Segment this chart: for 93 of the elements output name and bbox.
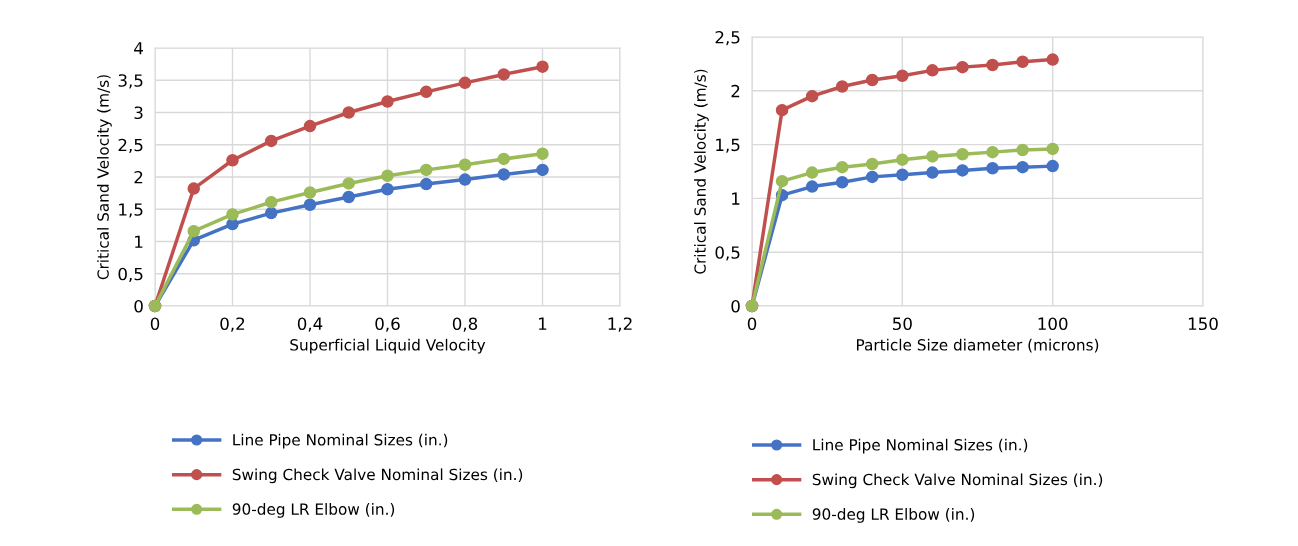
point <box>866 157 879 171</box>
point <box>342 190 356 204</box>
point <box>419 177 433 191</box>
point <box>264 195 278 209</box>
point <box>381 169 394 182</box>
point <box>342 106 356 119</box>
point <box>866 170 879 184</box>
x-tick-label: 50 <box>893 317 912 331</box>
point <box>1016 55 1029 68</box>
point <box>1046 142 1059 156</box>
x-tick-label: 0,2 <box>220 317 245 332</box>
x-axis-title: Particle Size diameter (microns) <box>857 338 1099 353</box>
y-tick-label: 3 <box>134 106 143 120</box>
point <box>342 177 356 190</box>
point <box>1046 53 1059 66</box>
point <box>536 163 549 177</box>
x-tick-label: 0,8 <box>452 317 478 332</box>
point <box>926 166 939 179</box>
point <box>986 162 999 175</box>
point <box>926 150 939 163</box>
point <box>956 164 969 177</box>
point <box>1016 160 1029 174</box>
point <box>497 68 511 81</box>
y-tick-label: 1 <box>135 235 143 248</box>
point <box>381 95 394 108</box>
point <box>986 58 999 72</box>
y-tick-label: 0 <box>134 299 143 313</box>
point <box>458 173 472 186</box>
point <box>264 206 278 220</box>
legend-label: 90-deg LR Elbow (in.) <box>812 508 975 523</box>
point <box>835 160 849 174</box>
y-axis-title: Critical Sand Velocity (m/s) <box>694 69 709 274</box>
point <box>956 60 969 74</box>
point <box>264 134 278 148</box>
point <box>896 69 909 82</box>
x-axis-title: Superficial Liquid Velocity <box>290 338 486 354</box>
point <box>187 224 201 238</box>
x-tick-label: 0 <box>747 317 757 331</box>
y-tick-label: 1 <box>732 192 740 205</box>
point <box>187 182 201 195</box>
point <box>303 186 317 199</box>
legend-label: Swing Check Valve Nominal Sizes (in.) <box>232 468 523 484</box>
x-tick-label: 0,6 <box>375 317 400 332</box>
point <box>226 153 239 167</box>
legend-label: Swing Check Valve Nominal Sizes (in.) <box>812 473 1103 489</box>
point <box>1046 159 1059 173</box>
y-tick-label: 0 <box>731 299 740 313</box>
point <box>419 85 433 99</box>
point <box>303 119 317 133</box>
legend-label: Line Pipe Nominal Sizes (in.) <box>233 433 448 449</box>
point <box>497 152 511 166</box>
point <box>835 80 849 93</box>
legend-label: 90-deg LR Elbow (in.) <box>232 503 395 518</box>
y-tick-label: 0,5 <box>118 267 143 283</box>
point <box>303 198 317 211</box>
point <box>956 148 969 161</box>
point <box>536 60 549 73</box>
y-tick-label: 2 <box>134 170 143 184</box>
point <box>926 64 939 77</box>
point <box>986 145 999 159</box>
point <box>458 76 472 90</box>
point <box>1016 143 1029 157</box>
point <box>226 208 239 221</box>
point <box>536 147 549 161</box>
point <box>805 180 819 193</box>
point <box>497 168 511 181</box>
y-tick-label: 2 <box>731 84 740 98</box>
point <box>458 158 472 171</box>
point <box>835 176 849 189</box>
point <box>805 89 819 103</box>
y-tick-label: 2,5 <box>118 138 143 154</box>
point <box>805 166 819 179</box>
y-tick-label: 1,5 <box>119 203 143 218</box>
x-tick-label: 100 <box>1038 317 1068 331</box>
y-axis-title: Critical Sand Velocity (m/s) <box>97 75 112 280</box>
point <box>896 153 909 166</box>
point <box>866 73 879 87</box>
x-tick-label: 150 <box>1188 317 1218 331</box>
x-tick-label: 1 <box>539 317 547 330</box>
point <box>775 103 789 117</box>
x-tick-label: 1,2 <box>608 317 632 332</box>
x-tick-label: 0 <box>150 317 160 331</box>
point <box>896 168 909 181</box>
y-tick-label: 3,5 <box>118 74 143 89</box>
x-tick-label: 0,4 <box>297 317 323 332</box>
point <box>419 163 433 177</box>
y-tick-label: 2,5 <box>715 30 740 46</box>
point <box>775 174 789 188</box>
y-tick-label: 4 <box>134 42 143 55</box>
point <box>381 183 394 196</box>
legend-label: Line Pipe Nominal Sizes (in.) <box>813 438 1028 454</box>
y-tick-label: 1,5 <box>716 138 740 153</box>
y-tick-label: 0,5 <box>715 246 740 261</box>
